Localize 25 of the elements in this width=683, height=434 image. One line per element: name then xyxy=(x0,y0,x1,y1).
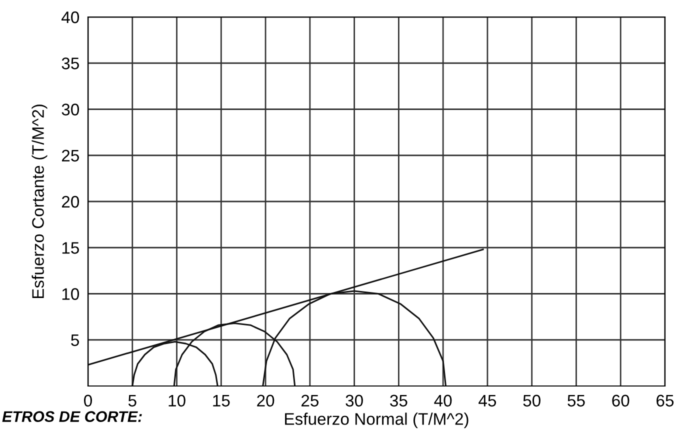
y-tick-label: 5 xyxy=(71,334,79,346)
y-tick-label: 25 xyxy=(62,150,79,162)
y-tick-label: 40 xyxy=(62,11,80,24)
x-axis-title: Esfuerzo Normal (T/M^2) xyxy=(285,412,468,428)
x-tick-label: 10 xyxy=(168,394,186,407)
y-tick-label: 10 xyxy=(62,288,80,300)
y-axis-title: Esfuerzo Cortante (T/M^2) xyxy=(32,104,48,298)
x-tick-label: 50 xyxy=(523,394,540,407)
x-tick-label: 40 xyxy=(434,394,452,407)
x-tick-label: 30 xyxy=(346,394,363,407)
x-tick-label: 35 xyxy=(390,394,408,407)
x-tick-label: 0 xyxy=(84,394,92,407)
x-tick-label: 25 xyxy=(301,394,318,407)
y-tick-label: 30 xyxy=(62,104,80,116)
x-tick-label: 15 xyxy=(213,394,230,407)
x-tick-label: 65 xyxy=(656,394,674,407)
x-tick-label: 55 xyxy=(568,394,585,407)
x-tick-label: 45 xyxy=(478,394,496,407)
x-tick-label: 5 xyxy=(128,394,136,407)
text: ETROS DE CORTE: xyxy=(2,411,142,422)
x-tick-label: 20 xyxy=(257,394,274,407)
y-tick-label: 20 xyxy=(62,196,80,208)
x-tick-label: 60 xyxy=(612,394,630,407)
y-tick-label: 35 xyxy=(62,58,79,70)
y-tick-label: 15 xyxy=(62,242,79,254)
